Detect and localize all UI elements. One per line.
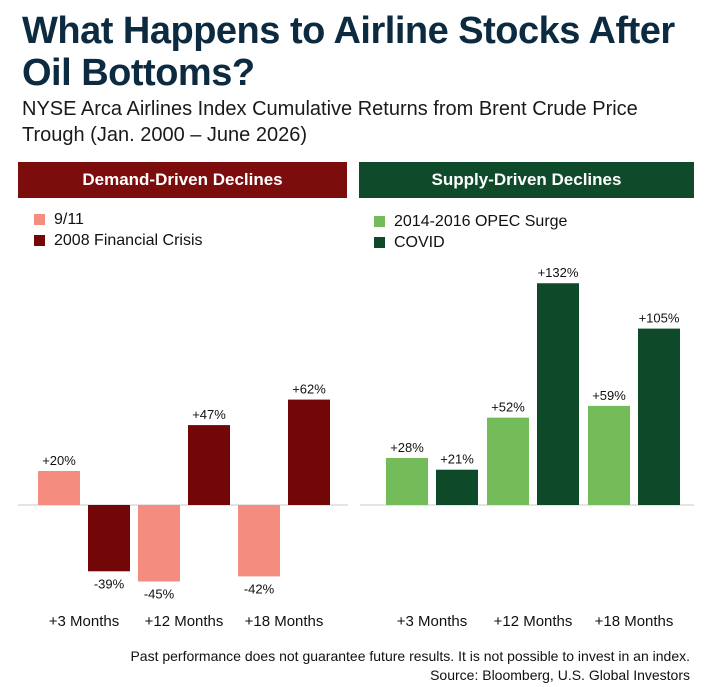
legend-swatch-covid [374,237,385,248]
bar-2008-financial-crisis-12-months [188,425,230,505]
legend-label-covid: COVID [394,233,445,251]
data-label-2008-financial-crisis-18-months: +62% [292,382,326,397]
legend-label-2008-financial-crisis: 2008 Financial Crisis [54,231,203,249]
bar-9-11-12-months [138,505,180,582]
x-tick-label-demand-driven-declines-3-months: +3 Months [49,613,119,630]
chart-subtitle: NYSE Arca Airlines Index Cumulative Retu… [22,98,638,146]
x-tick-label-demand-driven-declines-18-months: +18 Months [245,613,324,630]
supply-legend: 2014-2016 OPEC Surge COVID [374,211,567,253]
legend-swatch-9-11 [34,214,45,225]
data-label-9-11-12-months: -45% [144,587,175,602]
x-tick-label-demand-driven-declines-12-months: +12 Months [145,613,224,630]
footnote: Past performance does not guarantee futu… [130,648,690,664]
bar-2008-financial-crisis-18-months [288,399,330,505]
legend-item-9-11: 9/11 [34,209,203,230]
bar-2014-2016-opec-surge-12-months [487,417,529,505]
data-label-2014-2016-opec-surge-18-months: +59% [592,388,626,403]
data-label-2014-2016-opec-surge-12-months: +52% [491,400,525,415]
data-label-2014-2016-opec-surge-3-months: +28% [390,440,424,455]
data-label-2008-financial-crisis-12-months: +47% [192,407,226,422]
bar-covid-18-months [638,328,680,505]
chart-title: What Happens to Airline Stocks After Oil… [22,10,675,94]
x-tick-label-supply-driven-declines-3-months: +3 Months [397,613,467,630]
data-label-covid-12-months: +132% [538,265,579,280]
x-tick-label-supply-driven-declines-18-months: +18 Months [595,613,674,630]
bar-2014-2016-opec-surge-3-months [386,457,428,505]
data-label-9-11-3-months: +20% [42,453,76,468]
supply-panel-header: Supply-Driven Declines [359,162,694,198]
bar-covid-3-months [436,469,478,505]
data-label-9-11-18-months: -42% [244,581,275,596]
bar-9-11-3-months [38,471,80,505]
bar-2014-2016-opec-surge-18-months [588,405,630,505]
data-label-covid-18-months: +105% [639,311,680,326]
x-tick-label-supply-driven-declines-12-months: +12 Months [494,613,573,630]
demand-panel-header: Demand-Driven Declines [18,162,347,198]
legend-swatch-opec-surge [374,216,385,227]
bar-covid-12-months [537,283,579,505]
data-label-2008-financial-crisis-3-months: -39% [94,576,125,591]
source-note: Source: Bloomberg, U.S. Global Investors [430,667,690,683]
legend-item-opec-surge: 2014-2016 OPEC Surge [374,211,567,232]
bar-9-11-18-months [238,505,280,577]
data-label-covid-3-months: +21% [440,452,474,467]
demand-legend: 9/11 2008 Financial Crisis [34,209,203,251]
bar-2008-financial-crisis-3-months [88,505,130,572]
legend-item-2008-financial-crisis: 2008 Financial Crisis [34,230,203,251]
legend-item-covid: COVID [374,232,567,253]
legend-label-opec-surge: 2014-2016 OPEC Surge [394,212,568,230]
legend-swatch-2008-financial-crisis [34,235,45,246]
legend-label-9-11: 9/11 [54,210,84,228]
